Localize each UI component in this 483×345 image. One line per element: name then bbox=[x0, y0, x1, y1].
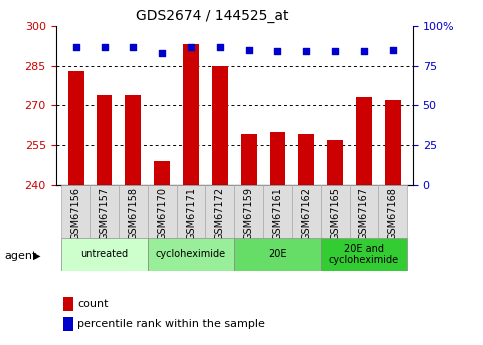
Text: 20E: 20E bbox=[268, 249, 287, 259]
Text: GSM67158: GSM67158 bbox=[128, 187, 138, 240]
Bar bbox=[148, 185, 177, 238]
Bar bbox=[61, 238, 148, 271]
Bar bbox=[263, 185, 292, 238]
Bar bbox=[148, 238, 234, 271]
Text: GSM67161: GSM67161 bbox=[272, 187, 283, 240]
Text: GSM67157: GSM67157 bbox=[99, 187, 110, 240]
Text: GSM67170: GSM67170 bbox=[157, 187, 167, 240]
Bar bbox=[205, 185, 234, 238]
Bar bbox=[234, 238, 321, 271]
Bar bbox=[126, 95, 142, 185]
Text: GDS2674 / 144525_at: GDS2674 / 144525_at bbox=[136, 9, 289, 23]
Text: untreated: untreated bbox=[81, 249, 128, 259]
Text: GSM67159: GSM67159 bbox=[243, 187, 254, 240]
Bar bbox=[321, 185, 350, 238]
Bar bbox=[90, 185, 119, 238]
Point bbox=[245, 47, 253, 52]
Bar bbox=[177, 185, 205, 238]
Text: GSM67156: GSM67156 bbox=[71, 187, 81, 240]
Text: GSM67171: GSM67171 bbox=[186, 187, 196, 240]
Text: agent: agent bbox=[5, 251, 37, 261]
Text: GSM67162: GSM67162 bbox=[301, 187, 312, 240]
Text: GSM67172: GSM67172 bbox=[215, 187, 225, 240]
Bar bbox=[378, 185, 407, 238]
Bar bbox=[212, 66, 228, 185]
Point bbox=[72, 44, 80, 49]
Bar bbox=[385, 100, 401, 185]
Point bbox=[274, 49, 282, 54]
Bar bbox=[327, 140, 343, 185]
Bar bbox=[68, 71, 84, 185]
Bar bbox=[183, 45, 199, 185]
Bar bbox=[61, 185, 90, 238]
Text: ▶: ▶ bbox=[33, 251, 41, 261]
Bar bbox=[298, 134, 314, 185]
Bar bbox=[350, 185, 378, 238]
Bar bbox=[270, 132, 285, 185]
Bar bbox=[241, 134, 256, 185]
Bar bbox=[119, 185, 148, 238]
Point bbox=[389, 47, 397, 52]
Bar bbox=[234, 185, 263, 238]
Point bbox=[100, 44, 108, 49]
Text: GSM67165: GSM67165 bbox=[330, 187, 340, 240]
Bar bbox=[292, 185, 321, 238]
Text: GSM67167: GSM67167 bbox=[359, 187, 369, 240]
Point bbox=[216, 44, 224, 49]
Bar bbox=[97, 95, 113, 185]
Point bbox=[158, 50, 166, 56]
Text: 20E and
cycloheximide: 20E and cycloheximide bbox=[329, 244, 399, 265]
Point bbox=[302, 49, 310, 54]
Point bbox=[187, 44, 195, 49]
Bar bbox=[356, 97, 372, 185]
Text: cycloheximide: cycloheximide bbox=[156, 249, 226, 259]
Bar bbox=[321, 238, 407, 271]
Point bbox=[360, 49, 368, 54]
Point bbox=[331, 49, 339, 54]
Text: count: count bbox=[77, 299, 109, 308]
Point bbox=[129, 44, 137, 49]
Bar bbox=[154, 161, 170, 185]
Text: percentile rank within the sample: percentile rank within the sample bbox=[77, 319, 265, 329]
Text: GSM67168: GSM67168 bbox=[388, 187, 398, 240]
